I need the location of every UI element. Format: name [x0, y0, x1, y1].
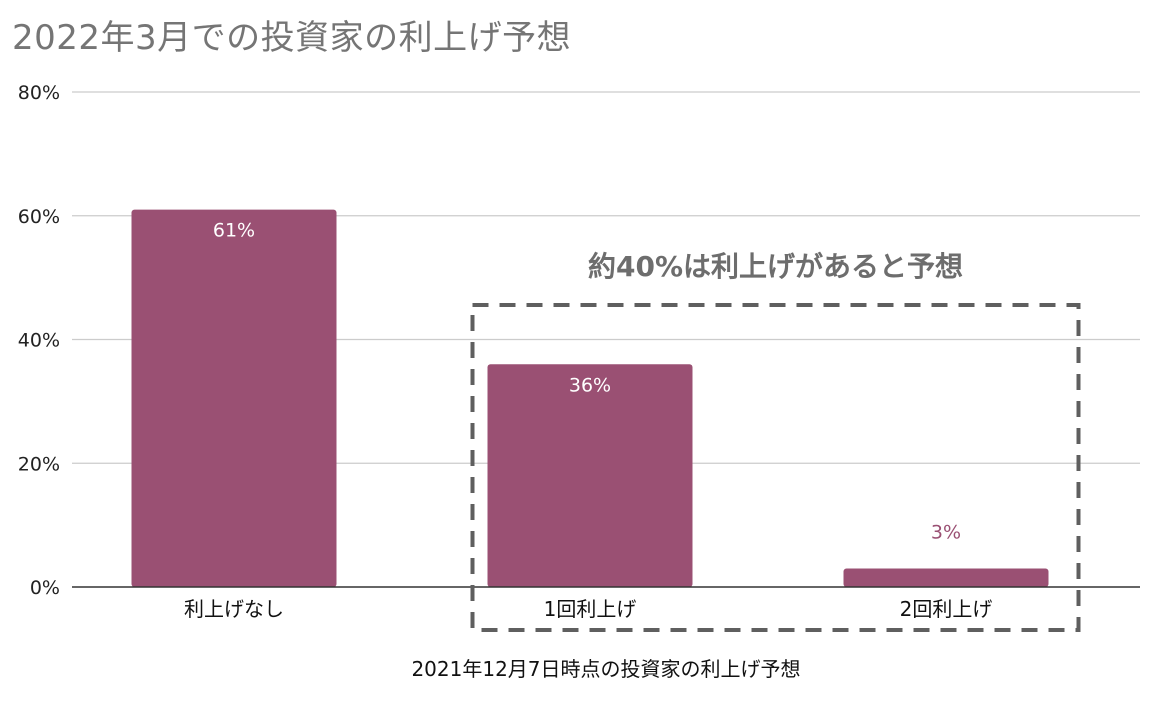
bar — [843, 568, 1049, 587]
bar — [487, 364, 693, 587]
y-tick-label: 60% — [18, 206, 60, 228]
bar — [131, 209, 337, 587]
x-category-label: 1回利上げ — [544, 597, 637, 621]
x-axis-category-labels: 利上げなし 1回利上げ 2回利上げ — [184, 597, 992, 621]
x-axis-title: 2021年12月7日時点の投資家の利上げ予想 — [411, 657, 800, 681]
y-tick-label: 20% — [18, 453, 60, 475]
data-label: 3% — [931, 521, 961, 543]
y-axis-tick-labels: 0% 20% 40% 60% 80% — [18, 82, 60, 599]
data-label: 36% — [569, 374, 611, 396]
data-label: 61% — [213, 220, 255, 242]
y-tick-label: 80% — [18, 82, 60, 104]
annotation-dashed-box — [470, 303, 1081, 632]
annotation-text: 約40%は利上げがあると予想 — [588, 250, 963, 283]
bars: 61% 36% 3% — [131, 209, 1049, 587]
annotation-group: 約40%は利上げがあると予想 — [470, 250, 1081, 632]
chart-title: 2022年3月での投資家の利上げ予想 — [12, 18, 572, 58]
y-tick-label: 0% — [30, 577, 60, 599]
x-category-label: 2回利上げ — [900, 597, 993, 621]
x-category-label: 利上げなし — [184, 597, 284, 621]
y-tick-label: 40% — [18, 330, 60, 352]
